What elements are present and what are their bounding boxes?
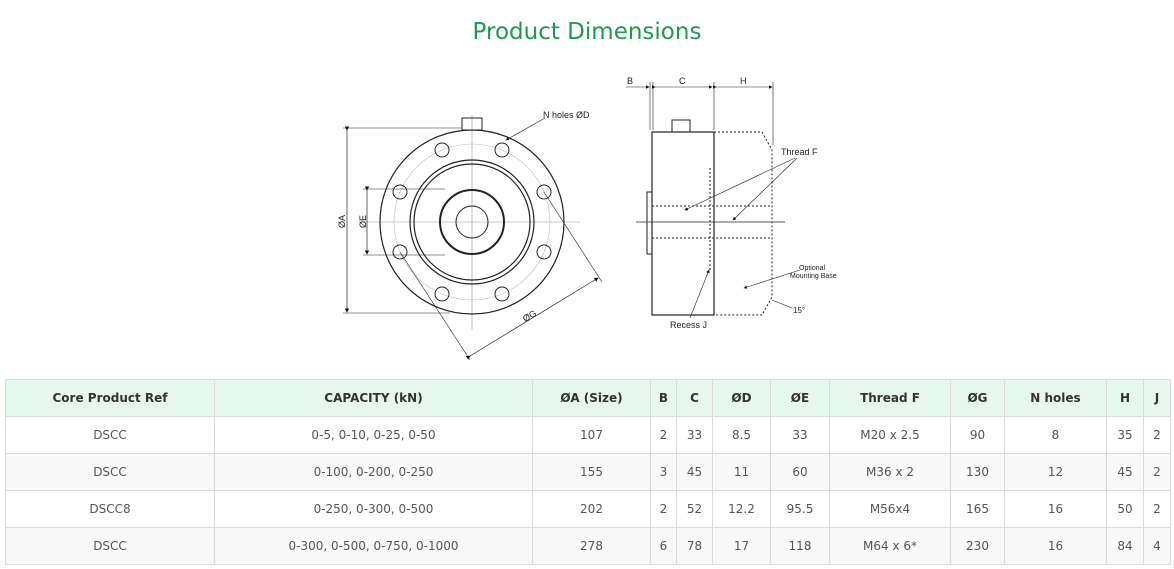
table-cell: 0-5, 0-10, 0-25, 0-50 — [214, 416, 533, 454]
label-n-holes: N holes ØD — [543, 110, 590, 120]
table-cell: 278 — [532, 527, 651, 565]
table-cell: DSCC8 — [5, 490, 215, 528]
table-cell: DSCC — [5, 453, 215, 491]
table-cell: 50 — [1106, 490, 1144, 528]
table-cell: 60 — [770, 453, 830, 491]
column-header: CAPACITY (kN) — [214, 379, 533, 417]
label-a: ØA — [337, 215, 347, 228]
table-cell: 3 — [650, 453, 677, 491]
column-header: N holes — [1004, 379, 1107, 417]
front-view — [343, 115, 603, 361]
table-cell: M56x4 — [829, 490, 951, 528]
table-cell: 16 — [1004, 490, 1107, 528]
label-mounting: Mounting Base — [790, 273, 837, 280]
column-header: C — [676, 379, 713, 417]
table-cell: 95.5 — [770, 490, 830, 528]
label-thread: Thread F — [781, 147, 818, 157]
label-g: ØG — [521, 308, 538, 324]
table-cell: 165 — [950, 490, 1005, 528]
table-cell: 2 — [650, 490, 677, 528]
column-header: B — [650, 379, 677, 417]
column-header: J — [1143, 379, 1171, 417]
table-row: DSCC 0-100, 0-200, 0-250 155 3 45 11 60 M36 x 2… — [5, 453, 1171, 491]
table-cell: 2 — [1143, 490, 1171, 528]
table-cell: 12 — [1004, 453, 1107, 491]
table-cell: 4 — [1143, 527, 1171, 565]
table-cell: 0-250, 0-300, 0-500 — [214, 490, 533, 528]
table-cell: 0-100, 0-200, 0-250 — [214, 453, 533, 491]
table-cell: M20 x 2.5 — [829, 416, 951, 454]
column-header: ØG — [950, 379, 1005, 417]
dimensions-table: Core Product Ref CAPACITY (kN) ØA (Size) B C… — [5, 379, 1171, 565]
label-recess: Recess J — [670, 320, 707, 330]
table-cell: 230 — [950, 527, 1005, 565]
table-cell: 84 — [1106, 527, 1144, 565]
dimension-diagram: N holes ØD ØA ØE ØG B C H Thread F Optio… — [337, 76, 837, 361]
column-header: H — [1106, 379, 1144, 417]
table-cell: 35 — [1106, 416, 1144, 454]
table-cell: 155 — [532, 453, 651, 491]
label-h: H — [740, 76, 747, 86]
label-e: ØE — [358, 215, 368, 228]
column-header: ØD — [712, 379, 771, 417]
table-cell: 8.5 — [712, 416, 771, 454]
side-view — [626, 82, 801, 319]
table-cell: M36 x 2 — [829, 453, 951, 491]
table-cell: 6 — [650, 527, 677, 565]
table-cell: 52 — [676, 490, 713, 528]
table-cell: 16 — [1004, 527, 1107, 565]
table-cell: 12.2 — [712, 490, 771, 528]
table-cell: M64 x 6* — [829, 527, 951, 565]
label-b: B — [627, 76, 633, 86]
table-row: DSCC 0-5, 0-10, 0-25, 0-50 107 2 33 8.5 33 M20 … — [5, 416, 1171, 454]
table-cell: 8 — [1004, 416, 1107, 454]
table-cell: 45 — [676, 453, 713, 491]
table-cell: 2 — [650, 416, 677, 454]
column-header: Thread F — [829, 379, 951, 417]
table-cell: 0-300, 0-500, 0-750, 0-1000 — [214, 527, 533, 565]
table-cell: 118 — [770, 527, 830, 565]
table-cell: 202 — [532, 490, 651, 528]
table-cell: 107 — [532, 416, 651, 454]
table-cell: 2 — [1143, 453, 1171, 491]
table-cell: DSCC — [5, 416, 215, 454]
table-cell: 90 — [950, 416, 1005, 454]
table-row: DSCC 0-300, 0-500, 0-750, 0-1000 278 6 78 17 1… — [5, 527, 1171, 565]
table-cell: 2 — [1143, 416, 1171, 454]
table-row: DSCC8 0-250, 0-300, 0-500 202 2 52 12.2 95.5 M5… — [5, 490, 1171, 528]
column-header: ØA (Size) — [532, 379, 651, 417]
label-angle: 15° — [793, 306, 805, 315]
table-cell: 33 — [676, 416, 713, 454]
table-cell: 45 — [1106, 453, 1144, 491]
table-cell: 17 — [712, 527, 771, 565]
label-c: C — [679, 76, 686, 86]
table-cell: 33 — [770, 416, 830, 454]
label-optional: Optional — [799, 265, 826, 272]
table-header-row: Core Product Ref CAPACITY (kN) ØA (Size) B C… — [5, 379, 1171, 417]
table-cell: 11 — [712, 453, 771, 491]
page-title: Product Dimensions — [472, 19, 702, 45]
table-cell: 78 — [676, 527, 713, 565]
column-header: ØE — [770, 379, 830, 417]
column-header: Core Product Ref — [5, 379, 215, 417]
table-cell: DSCC — [5, 527, 215, 565]
table-cell: 130 — [950, 453, 1005, 491]
